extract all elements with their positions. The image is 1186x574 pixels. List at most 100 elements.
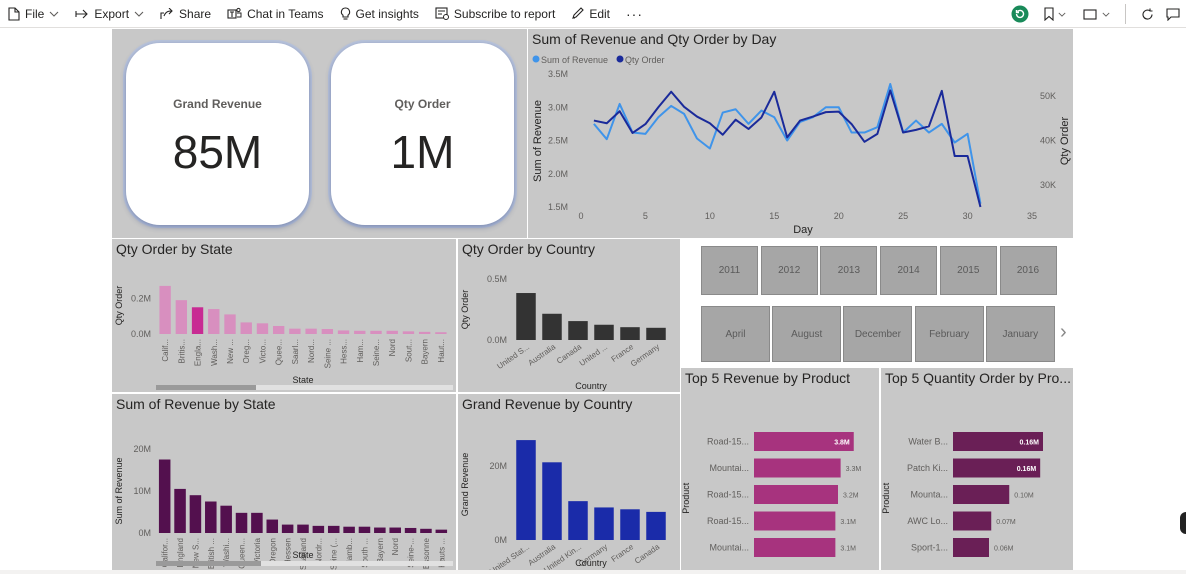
pencil-icon [572,7,585,19]
revenue-qty-by-day-tile[interactable]: Sum of Revenue and Qty Order by Day Sum … [528,29,1073,238]
revenue-by-state-tile[interactable]: Sum of Revenue by State Califor... Englan… [112,394,456,570]
bar-2 [754,485,838,504]
x-category-label: Essonne [422,537,431,569]
more-options-button[interactable]: ··· [618,0,651,28]
view-icon [1082,8,1097,20]
revenue-by-country-tile[interactable]: Grand Revenue by Country United Stat... A… [458,394,680,570]
qty-order-card[interactable]: Qty Order 1M [331,43,514,225]
bar-0 [516,293,536,340]
y-tick-label: 3.0M [548,102,568,112]
bar-11 [337,330,350,334]
year-slicer-button[interactable]: 2011 [701,246,758,295]
bar-14 [374,527,386,533]
x-category-label: Nord [391,538,400,555]
export-menu[interactable]: Export [67,0,152,28]
top5-revenue-chart: Road-15... 3.8M Mountai... 3.3M Road-15... 3.… [681,432,861,557]
revenue-series-line [593,82,982,204]
bar-12 [354,330,366,334]
month-slicer-button[interactable]: February [914,306,984,362]
copilot-icon [1011,5,1029,23]
x-tick-label: 30 [963,211,973,221]
year-slicer-button[interactable]: 2016 [999,246,1057,295]
x-category-label: Nord [388,339,397,356]
bar-3 [594,324,614,340]
legend-qty-label: Qty Order [625,55,665,65]
x-tick-label: 25 [898,211,908,221]
y-category-label: Mounta... [910,490,948,500]
top5-revenue-tile[interactable]: Top 5 Revenue by Product Road-15... 3.8M M… [681,368,879,570]
grand-revenue-value: 85M [172,126,263,178]
month-slicer-button[interactable]: April [701,306,770,362]
bar-1 [175,300,188,334]
file-menu[interactable]: File [0,0,67,28]
bar-4 [620,509,640,540]
top5-qty-tile[interactable]: Top 5 Quantity Order by Pro... Water B..… [881,368,1073,570]
x-tick-label: 20 [834,211,844,221]
qty-series-line [593,89,982,208]
refresh-button[interactable] [1134,0,1160,28]
x-category-label: New S... [191,538,200,568]
qty-order-by-state-tile[interactable]: Qty Order by State Calif... Britis... Engl… [112,239,456,392]
x-category-label: Victoria [253,537,262,564]
bar-2 [191,307,204,334]
bar-0 [516,440,536,540]
qty-state-title: Qty Order by State [116,241,233,257]
year-slicer-button[interactable]: 2015 [939,246,997,295]
data-label: 3.2M [843,493,859,500]
qty-order-by-country-tile[interactable]: Qty Order by Country United S... Australi… [458,239,680,392]
data-label: 0.07M [996,519,1016,526]
bar-13 [370,330,382,334]
grand-revenue-card[interactable]: Grand Revenue 85M [126,43,309,225]
x-tick-label: 10 [705,211,715,221]
x-category-label: Seine (... [330,538,339,570]
share-button[interactable]: Share [152,0,219,28]
slicer-next-arrow[interactable]: › [1060,321,1067,343]
bar-11 [327,525,340,533]
bar-2 [953,485,1010,504]
view-menu[interactable] [1075,0,1117,28]
month-slicer-button[interactable]: January [985,306,1055,362]
comments-button[interactable] [1160,0,1186,28]
bar-17 [420,528,432,533]
y2-axis-title: Qty Order [1059,117,1071,166]
y-tick-label: 20M [133,444,151,454]
x-axis-title: State [292,375,313,385]
y-axis-title: Grand Revenue [460,453,470,517]
month-slicer-button[interactable]: December [843,306,913,362]
x-category-label: Haut... [437,339,446,363]
year-slicer-button[interactable]: 2013 [820,246,878,295]
x-category-label: Bayern [421,339,430,364]
copilot-button[interactable] [1005,0,1035,28]
toolbar-right-group [1005,0,1186,28]
x-category-label: Seine ... [323,339,332,368]
subscribe-icon [435,7,449,20]
ellipsis-icon: ··· [626,5,643,22]
bar-12 [343,526,355,533]
subscribe-button[interactable]: Subscribe to report [427,0,563,28]
x-category-label: Hessen [284,538,293,565]
bar-3 [205,501,217,533]
y-tick-label: 20M [489,461,507,471]
y-tick-label: 0M [138,528,151,538]
chat-in-teams-button[interactable]: Chat in Teams [219,0,331,28]
bookmark-menu[interactable] [1035,0,1075,28]
report-canvas: Grand Revenue 85M Qty Order 1M Sum of Re… [0,29,1186,574]
bar-2 [568,501,588,540]
get-insights-button[interactable]: Get insights [332,0,427,28]
bar-4 [620,327,640,340]
y-axis-title: Product [881,482,891,514]
file-icon [8,6,20,21]
horizontal-scrollbar-track [156,561,453,566]
edit-button[interactable]: Edit [563,0,618,28]
month-slicer-button[interactable]: August [772,306,842,362]
year-slicer-button[interactable]: 2012 [760,246,818,295]
bar-2 [568,321,588,340]
chevron-down-icon [49,11,59,17]
x-tick-label: 35 [1027,211,1037,221]
x-category-label: Oreg... [242,339,251,363]
y-tick-label: 2.5M [548,136,568,146]
page-scroll-handle[interactable] [1180,512,1186,534]
y-axis-title: Qty Order [114,286,124,326]
year-slicer-button[interactable]: 2014 [880,246,938,295]
